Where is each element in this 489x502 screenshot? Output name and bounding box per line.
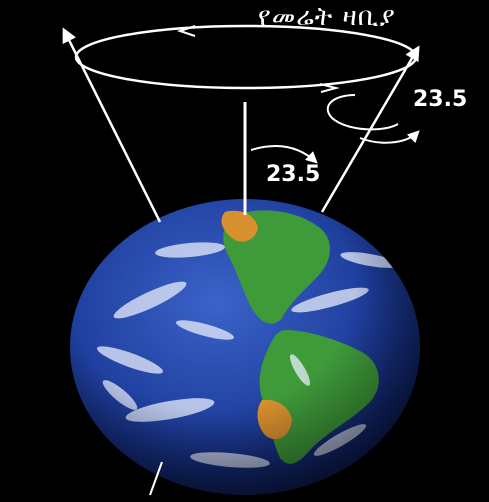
precession-cone [62, 27, 420, 223]
tilt-angle-arc [250, 145, 318, 164]
earth-axis [149, 102, 247, 496]
rotation-spiral-icon [326, 94, 420, 144]
diagram-title: የመሬት ዛቢያ [258, 2, 396, 32]
tilt-angle-label: 23.5 [266, 162, 321, 187]
precession-circle [74, 24, 418, 93]
precession-angle-label: 23.5 [413, 87, 468, 112]
earth-globe [70, 199, 420, 495]
